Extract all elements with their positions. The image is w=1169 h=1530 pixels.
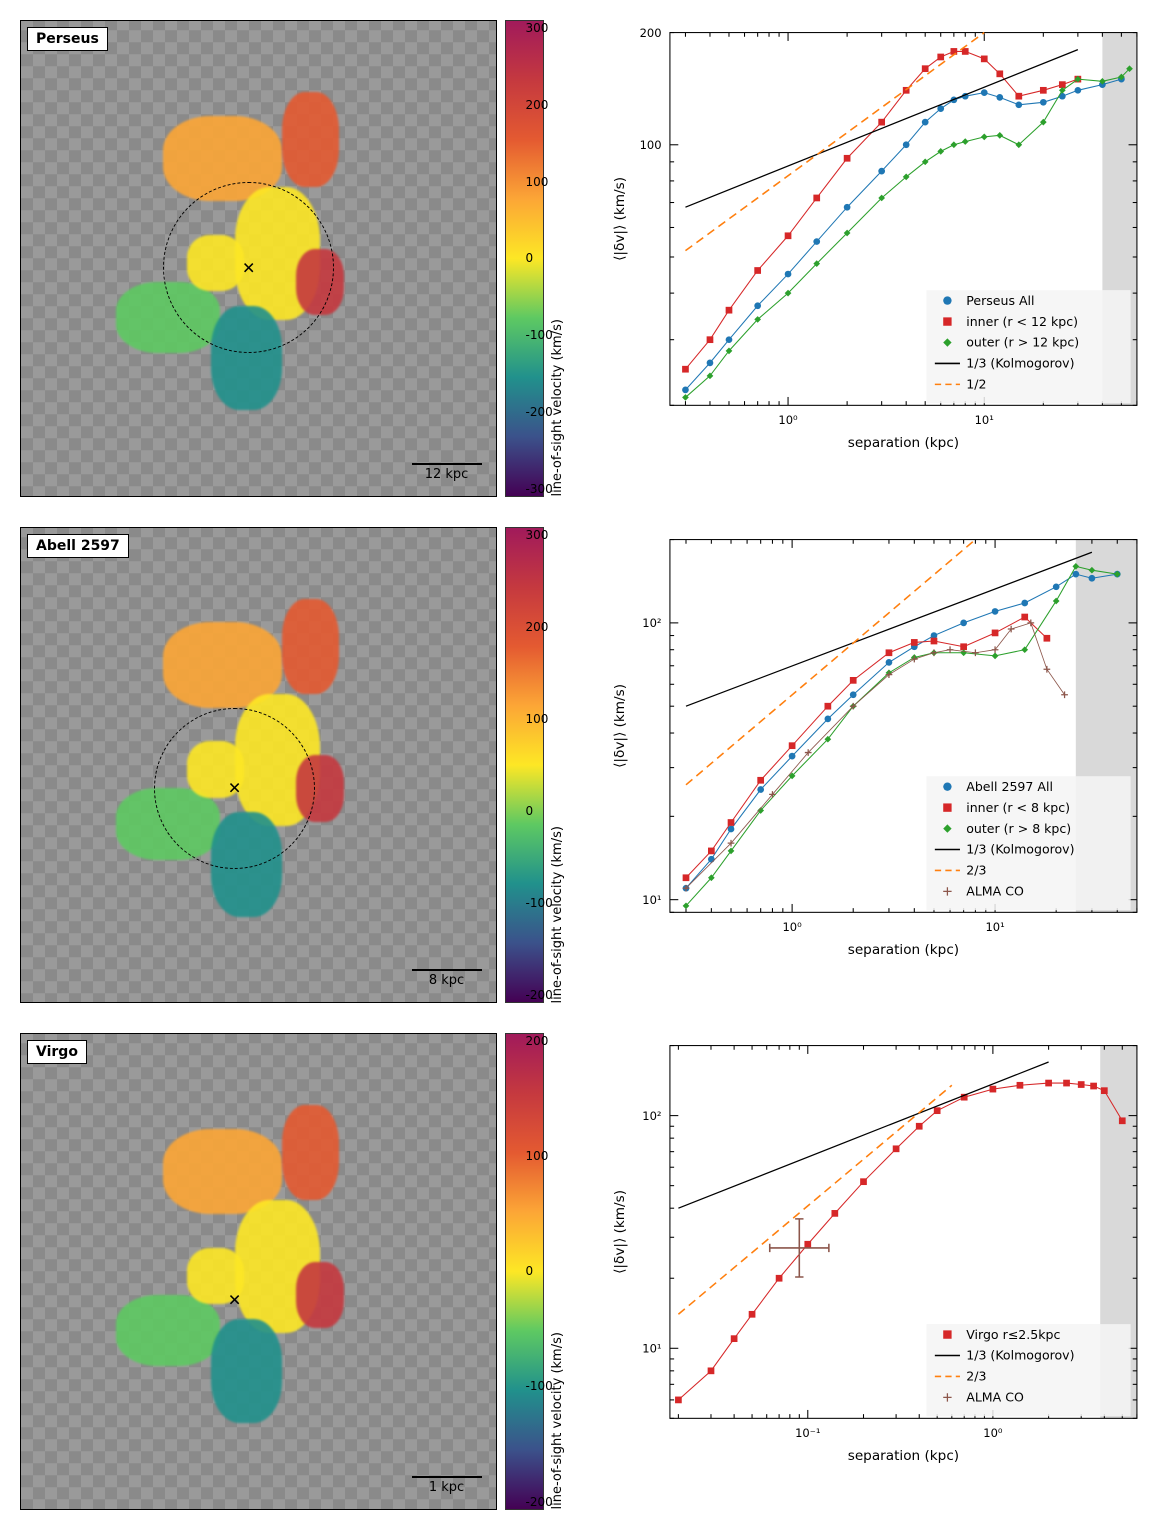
- panel-label: Perseus: [27, 27, 108, 51]
- panel-label: Abell 2597: [27, 534, 129, 558]
- abell_map: Abell 2597✕8 kpc3002001000-100-200line-o…: [20, 527, 565, 1004]
- svg-text:Abell 2597 All: Abell 2597 All: [966, 778, 1053, 793]
- svg-text:1/3 (Kolmogorov): 1/3 (Kolmogorov): [966, 356, 1074, 371]
- virgo_sf: 10⁻¹ 10⁰ 10¹ 10² separation (kpc) ⟨|δv|⟩ (km/…: [605, 1033, 1150, 1473]
- abell_sf: 10⁰ 10¹ 10¹ 10² separation (kpc) ⟨|δv|⟩ (km/s…: [605, 527, 1150, 967]
- series-1/3-(Kolmogorov): [678, 1062, 1048, 1208]
- svg-text:10⁻¹: 10⁻¹: [795, 1426, 820, 1440]
- series-2/3: [685, 539, 974, 784]
- svg-text:10¹: 10¹: [974, 413, 993, 427]
- svg-text:2/3: 2/3: [966, 862, 986, 877]
- colorbar: 2001000-100-200line-of-sight velocity (k…: [505, 1033, 565, 1510]
- scale-bar: 12 kpc: [412, 463, 482, 482]
- virgo_map: Virgo✕1 kpc2001000-100-200line-of-sight …: [20, 1033, 565, 1510]
- svg-text:200: 200: [639, 26, 661, 40]
- svg-text:Perseus All: Perseus All: [966, 293, 1034, 308]
- perseus_sf: 10⁰ 10¹ 100 200 separation (kpc) ⟨|δv|⟩ (km/s…: [605, 20, 1150, 460]
- abell_sf-container: 10⁰ 10¹ 10¹ 10² separation (kpc) ⟨|δv|⟩ (km/s…: [605, 527, 1150, 1004]
- scale-bar: 1 kpc: [412, 1476, 482, 1495]
- panel-label: Virgo: [27, 1040, 87, 1064]
- svg-text:inner (r < 8 kpc): inner (r < 8 kpc): [966, 799, 1070, 814]
- svg-text:separation (kpc): separation (kpc): [847, 1448, 958, 1464]
- svg-text:outer (r > 12 kpc): outer (r > 12 kpc): [966, 335, 1079, 350]
- series-ALMA-CO: [769, 1219, 828, 1277]
- colorbar: 3002001000-100-200-300line-of-sight velo…: [505, 20, 565, 497]
- svg-text:separation (kpc): separation (kpc): [847, 942, 958, 958]
- svg-text:separation (kpc): separation (kpc): [847, 435, 958, 451]
- svg-text:10⁰: 10⁰: [983, 1426, 1003, 1440]
- colorbar: 3002001000-100-200line-of-sight velocity…: [505, 527, 565, 1004]
- series-1/3-(Kolmogorov): [685, 50, 1077, 208]
- svg-text:1/2: 1/2: [966, 377, 986, 392]
- svg-text:Virgo r≤2.5kpc: Virgo r≤2.5kpc: [966, 1327, 1060, 1342]
- svg-text:ALMA CO: ALMA CO: [966, 1390, 1024, 1405]
- series-2/3: [678, 1085, 951, 1314]
- series-1/3-(Kolmogorov): [685, 552, 1091, 706]
- svg-text:10²: 10²: [642, 616, 661, 630]
- svg-text:1/3 (Kolmogorov): 1/3 (Kolmogorov): [966, 1348, 1074, 1363]
- svg-text:inner (r < 12 kpc): inner (r < 12 kpc): [966, 314, 1078, 329]
- svg-text:⟨|δv|⟩ (km/s): ⟨|δv|⟩ (km/s): [611, 177, 627, 261]
- svg-text:outer (r > 8 kpc): outer (r > 8 kpc): [966, 820, 1071, 835]
- scale-bar: 8 kpc: [412, 969, 482, 988]
- svg-text:10⁰: 10⁰: [782, 920, 802, 934]
- svg-text:100: 100: [639, 138, 661, 152]
- svg-text:1/3 (Kolmogorov): 1/3 (Kolmogorov): [966, 841, 1074, 856]
- virgo_sf-container: 10⁻¹ 10⁰ 10¹ 10² separation (kpc) ⟨|δv|⟩ (km/…: [605, 1033, 1150, 1510]
- svg-text:ALMA CO: ALMA CO: [966, 883, 1024, 898]
- svg-text:10¹: 10¹: [985, 920, 1004, 934]
- svg-text:10¹: 10¹: [642, 892, 661, 906]
- perseus_map: Perseus✕12 kpc3002001000-100-200-300line…: [20, 20, 565, 497]
- series-1/2: [685, 33, 984, 251]
- svg-text:⟨|δv|⟩ (km/s): ⟨|δv|⟩ (km/s): [611, 683, 627, 767]
- svg-text:10²: 10²: [642, 1109, 661, 1123]
- svg-text:2/3: 2/3: [966, 1369, 986, 1384]
- svg-text:⟨|δv|⟩ (km/s): ⟨|δv|⟩ (km/s): [611, 1190, 627, 1274]
- perseus_sf-container: 10⁰ 10¹ 100 200 separation (kpc) ⟨|δv|⟩ (km/s…: [605, 20, 1150, 497]
- svg-text:10¹: 10¹: [642, 1341, 661, 1355]
- svg-text:10⁰: 10⁰: [778, 413, 798, 427]
